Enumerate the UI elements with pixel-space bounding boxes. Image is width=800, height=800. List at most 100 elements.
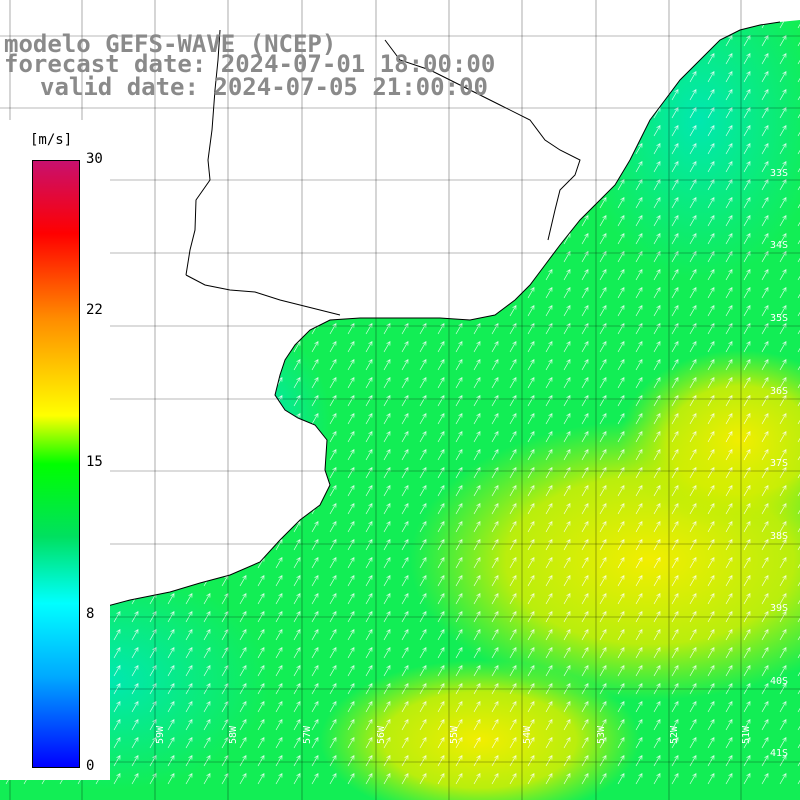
wind-arrow (761, 358, 769, 371)
colorbar-tick-22: 22 (86, 302, 103, 318)
wind-arrow (581, 520, 589, 533)
wind-arrow (473, 448, 481, 461)
wind-arrow (563, 754, 571, 767)
wind-arrow (455, 502, 463, 515)
wind-arrow (797, 160, 800, 173)
wind-arrow (761, 160, 769, 173)
wind-arrow (617, 268, 625, 281)
wind-arrow (671, 556, 679, 569)
wind-arrow (437, 646, 445, 659)
wind-arrow (635, 772, 643, 785)
wind-arrow (239, 664, 247, 677)
wind-arrow (581, 646, 589, 659)
wind-arrow (653, 268, 661, 281)
wind-arrow (671, 106, 679, 119)
wind-arrow (437, 394, 445, 407)
wind-arrow (653, 520, 661, 533)
wind-arrow (455, 340, 463, 353)
wind-arrow (707, 376, 715, 389)
wind-arrow (779, 646, 787, 659)
wind-arrow (653, 430, 661, 443)
wind-arrow (635, 592, 643, 605)
wind-arrow (401, 772, 409, 785)
wind-arrow (653, 700, 661, 713)
wind-arrow (563, 268, 571, 281)
wind-arrow (329, 340, 337, 353)
wind-arrow (671, 754, 679, 767)
wind-arrow (527, 394, 535, 407)
wind-arrow (401, 538, 409, 551)
wind-arrow (545, 304, 553, 317)
wind-arrow (185, 628, 193, 641)
wind-arrow (311, 376, 319, 389)
wind-arrow (581, 628, 589, 641)
wind-arrow (581, 268, 589, 281)
wind-arrow (617, 538, 625, 551)
wind-arrow (491, 700, 499, 713)
wind-arrow (545, 664, 553, 677)
wind-arrow (725, 394, 733, 407)
wind-arrow (671, 196, 679, 209)
wind-arrow (347, 538, 355, 551)
wind-arrow (509, 772, 517, 785)
wind-arrow (635, 358, 643, 371)
wind-arrow (491, 502, 499, 515)
wind-arrow (473, 628, 481, 641)
wind-arrow (293, 340, 301, 353)
wind-arrow (113, 628, 121, 641)
wind-arrow (167, 772, 175, 785)
wind-arrow (761, 754, 769, 767)
wind-arrow (473, 484, 481, 497)
wind-arrow (797, 394, 800, 407)
wind-arrow (203, 664, 211, 677)
wind-arrow (743, 286, 751, 299)
wind-arrow (239, 736, 247, 749)
wind-arrow (437, 574, 445, 587)
wind-arrow (545, 448, 553, 461)
wind-arrow (293, 772, 301, 785)
wind-arrow (491, 628, 499, 641)
wind-arrow (437, 502, 445, 515)
wind-arrow (455, 520, 463, 533)
wind-arrow (419, 448, 427, 461)
wind-arrow (275, 736, 283, 749)
wind-arrow (797, 178, 800, 191)
wind-arrow (779, 340, 787, 353)
wind-arrow (203, 628, 211, 641)
wind-arrow (689, 574, 697, 587)
wind-arrow (311, 736, 319, 749)
wind-arrow (545, 502, 553, 515)
wind-arrow (671, 304, 679, 317)
wind-arrow (437, 412, 445, 425)
wind-arrow (599, 700, 607, 713)
wind-arrow (707, 466, 715, 479)
wind-arrow (239, 628, 247, 641)
wind-arrow (563, 304, 571, 317)
wind-arrow (797, 682, 800, 695)
wind-arrow (311, 646, 319, 659)
wind-arrow (635, 754, 643, 767)
wind-arrow (383, 718, 391, 731)
wind-arrow (581, 772, 589, 785)
wind-arrow (383, 376, 391, 389)
wind-arrow (167, 718, 175, 731)
wind-arrow (419, 718, 427, 731)
wind-arrow (257, 736, 265, 749)
wind-arrow (635, 664, 643, 677)
wind-arrow (239, 574, 247, 587)
wind-arrow (545, 700, 553, 713)
wind-arrow (473, 430, 481, 443)
wind-arrow (473, 592, 481, 605)
wind-arrow (761, 718, 769, 731)
wind-arrow (473, 412, 481, 425)
wind-arrow (509, 502, 517, 515)
wind-arrow (779, 106, 787, 119)
wind-arrow (473, 574, 481, 587)
wind-arrow (473, 376, 481, 389)
lon-label: 55W (449, 725, 460, 744)
wind-arrow (437, 772, 445, 785)
wind-arrow (563, 376, 571, 389)
wind-arrow (689, 124, 697, 137)
wind-arrow (725, 88, 733, 101)
wind-arrow (635, 466, 643, 479)
